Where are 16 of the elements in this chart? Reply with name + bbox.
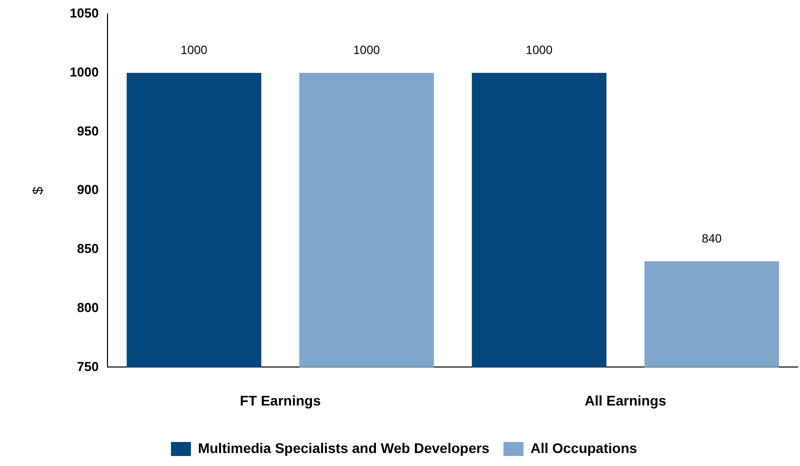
x-tick-label: FT Earnings — [240, 392, 321, 408]
y-tick-label: 1000 — [70, 64, 99, 80]
y-tick-label: 750 — [77, 358, 99, 374]
legend-label: All Occupations — [530, 440, 638, 456]
data-label: 840 — [702, 232, 722, 246]
legend-label: Multimedia Specialists and Web Developers — [198, 440, 490, 456]
y-tick-label: 1050 — [70, 6, 99, 21]
data-label: 1000 — [526, 43, 553, 58]
y-tick-label: 950 — [77, 123, 99, 138]
data-label: 1000 — [353, 43, 380, 58]
y-tick-label: 850 — [77, 241, 99, 256]
y-tick-label: 900 — [77, 182, 99, 198]
y-tick-label: 800 — [77, 300, 99, 315]
y-axis-title: $ — [29, 186, 46, 194]
x-tick-label: All Earnings — [584, 392, 666, 408]
data-label: 1000 — [180, 43, 208, 58]
